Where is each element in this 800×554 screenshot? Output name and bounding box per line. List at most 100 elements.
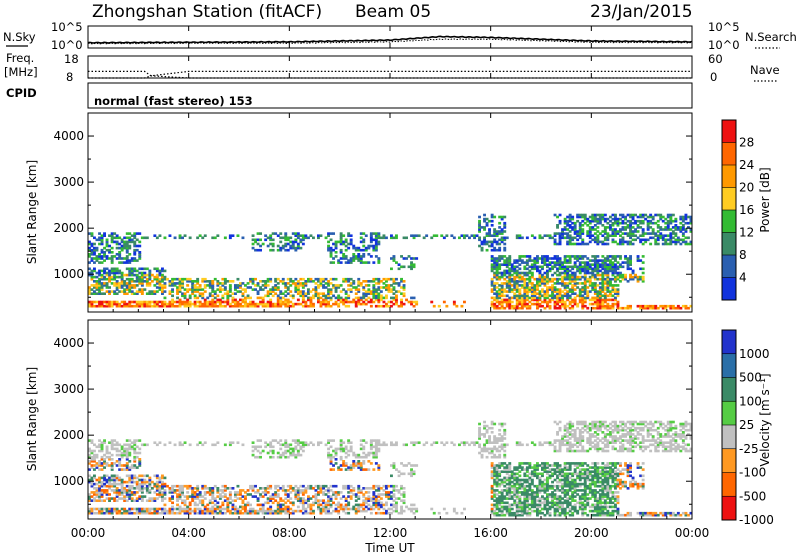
- power-cell: [548, 236, 552, 240]
- velocity-cell: [324, 501, 328, 505]
- velocity-cell: [286, 511, 290, 515]
- power-cell: [684, 230, 688, 233]
- power-cell: [309, 234, 313, 237]
- power-cell: [495, 230, 499, 233]
- power-cell: [561, 236, 564, 240]
- velocity-cell: [196, 511, 200, 515]
- power-cell: [324, 294, 328, 298]
- velocity-cell: [135, 499, 139, 502]
- velocity-cell: [153, 507, 157, 511]
- power-cell: [646, 226, 650, 229]
- velocity-cell: [458, 443, 461, 447]
- power-cell: [508, 269, 512, 273]
- power-cell: [558, 219, 562, 223]
- power-cell: [191, 286, 195, 289]
- power-cell: [138, 288, 142, 291]
- velocity-cell: [125, 453, 129, 457]
- velocity-cell: [307, 495, 310, 498]
- power-cell: [100, 261, 104, 264]
- power-cell: [606, 269, 610, 273]
- velocity-cell: [115, 453, 119, 457]
- velocity-cell: [125, 443, 129, 447]
- velocity-cell: [367, 453, 371, 457]
- velocity-cell: [475, 441, 479, 444]
- velocity-cell: [155, 443, 159, 447]
- power-cell: [322, 280, 325, 283]
- power-cell: [362, 280, 366, 283]
- power-cell: [566, 219, 570, 223]
- power-cell: [641, 242, 645, 246]
- velocity-cell: [266, 451, 270, 455]
- velocity-cell: [500, 501, 504, 505]
- power-cell: [100, 300, 104, 304]
- velocity-cell: [415, 441, 419, 444]
- power-cell: [100, 236, 104, 240]
- power-cell: [583, 288, 587, 291]
- velocity-cell: [498, 503, 502, 507]
- power-cell: [339, 290, 343, 293]
- power-cell: [329, 282, 333, 285]
- power-cell: [523, 284, 527, 287]
- velocity-cell: [261, 491, 265, 494]
- power-cell: [133, 280, 137, 283]
- velocity-cell: [327, 453, 330, 457]
- power-cell: [241, 304, 245, 308]
- velocity-cell: [226, 505, 230, 509]
- power-cell: [641, 228, 645, 231]
- velocity-cell: [93, 499, 96, 502]
- power-cell: [603, 292, 607, 295]
- power-cell: [624, 215, 627, 219]
- power-cell: [598, 221, 602, 225]
- power-cell: [95, 257, 99, 260]
- power-cell: [586, 271, 590, 275]
- velocity-cell: [377, 493, 381, 496]
- power-cell: [641, 213, 645, 217]
- power-cell: [578, 290, 582, 293]
- power-cell: [629, 304, 632, 308]
- power-cell: [556, 226, 559, 229]
- power-cell: [201, 277, 205, 281]
- velocity-cell: [412, 503, 416, 507]
- power-cell: [390, 300, 393, 304]
- power-cell: [530, 292, 534, 295]
- power-cell: [161, 273, 164, 277]
- velocity-cell: [402, 499, 406, 502]
- velocity-cell: [100, 511, 104, 515]
- power-cell: [611, 271, 615, 275]
- velocity-cell: [349, 484, 353, 488]
- power-cell: [596, 263, 600, 266]
- velocity-cell: [166, 484, 169, 488]
- power-cell: [339, 248, 343, 252]
- power-cell: [523, 302, 527, 306]
- power-cell: [538, 282, 542, 285]
- velocity-cell: [206, 507, 210, 511]
- power-cell: [90, 248, 94, 252]
- velocity-cell: [145, 480, 149, 484]
- power-cell: [125, 292, 129, 295]
- velocity-cell: [241, 505, 245, 509]
- power-cell: [536, 259, 539, 262]
- power-cell: [435, 234, 439, 237]
- velocity-cell: [294, 445, 298, 449]
- velocity-cell: [103, 489, 106, 492]
- power-cell: [518, 280, 522, 283]
- power-cell: [561, 304, 564, 308]
- power-cell: [649, 213, 653, 217]
- power-cell: [500, 257, 504, 260]
- power-cell: [568, 296, 572, 300]
- power-cell: [528, 288, 532, 291]
- power-cell: [583, 275, 587, 279]
- power-cell: [115, 236, 119, 240]
- power-cell: [223, 282, 227, 285]
- power-cell: [588, 215, 592, 219]
- power-cell: [606, 232, 610, 235]
- power-cell: [171, 300, 174, 304]
- power-cell: [520, 259, 524, 262]
- power-cell: [88, 288, 91, 291]
- power-cell: [601, 304, 605, 308]
- power-cell: [583, 296, 587, 300]
- power-cell: [495, 286, 499, 289]
- power-cell: [95, 284, 99, 287]
- power-cell: [626, 261, 630, 264]
- power-cell: [332, 284, 335, 287]
